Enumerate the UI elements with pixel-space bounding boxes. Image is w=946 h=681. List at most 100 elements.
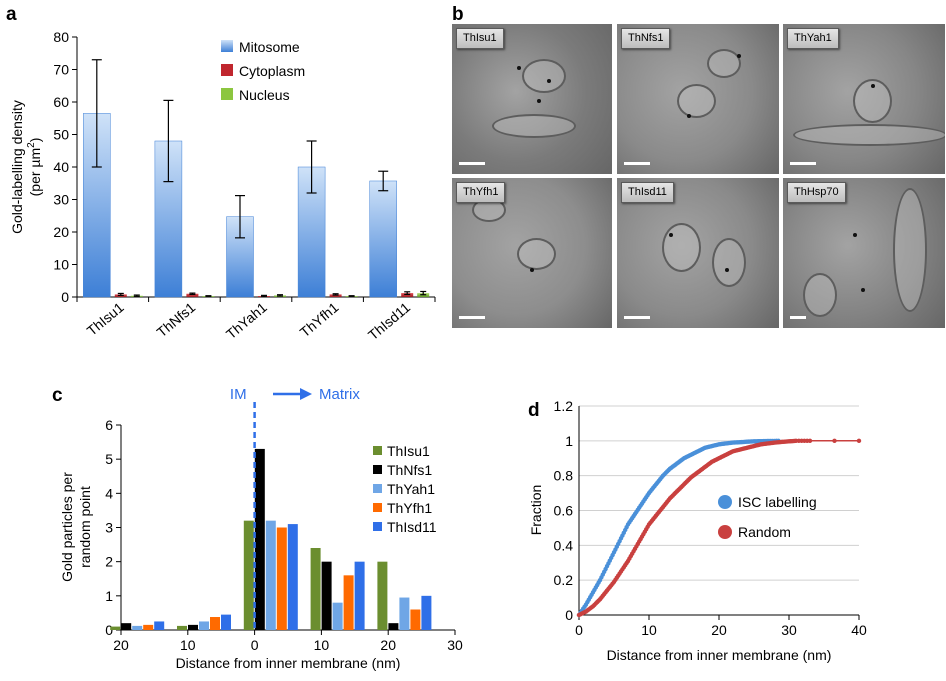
- x-axis-title: Distance from inner membrane (nm): [176, 655, 401, 671]
- gold-particle: [537, 99, 541, 103]
- bar-thisu1: [110, 626, 121, 630]
- micrograph-label: ThIsd11: [621, 182, 674, 203]
- x-tick-label: 30: [781, 622, 797, 638]
- x-tick-label: 20: [380, 637, 396, 653]
- series-line-random: [578, 440, 859, 616]
- bar-cytoplasm: [401, 293, 414, 297]
- x-axis-title: Distance from inner membrane (nm): [607, 647, 832, 663]
- x-tick-label: 30: [447, 637, 463, 653]
- organelle-shape: [803, 273, 837, 317]
- gold-particle: [530, 268, 534, 272]
- gold-particle: [737, 54, 741, 58]
- panel-letter-a: a: [6, 4, 17, 25]
- x-tick-label: 10: [641, 622, 657, 638]
- y-tick-label: 1.2: [554, 398, 574, 414]
- y-tick-label: 5: [105, 451, 113, 467]
- bar-thisd11: [221, 614, 231, 630]
- y-tick-label: 0: [105, 622, 113, 638]
- micrograph-label: ThYfh1: [456, 182, 506, 203]
- organelle-shape: [712, 238, 746, 287]
- bar-thyfh1: [143, 624, 154, 630]
- legend-label: ThYah1: [387, 481, 435, 497]
- bar-thisd11: [287, 524, 298, 630]
- y-tick-label: 50: [53, 127, 69, 143]
- gold-particle: [853, 233, 857, 237]
- legend-label: ThNfs1: [387, 462, 432, 478]
- bar-thisu1: [177, 625, 187, 630]
- y-axis-title: Fraction: [528, 485, 544, 536]
- x-tick-label: 10: [180, 637, 196, 653]
- y-tick-label: 0: [61, 289, 69, 305]
- y-tick-label: 1: [565, 433, 573, 449]
- micrograph-label: ThIsu1: [456, 28, 504, 49]
- y-axis-title-line2: random point: [77, 486, 93, 568]
- organelle-shape: [517, 238, 556, 270]
- x-tick-label: 20: [113, 637, 129, 653]
- y-axis-title-close: ): [27, 138, 43, 143]
- arrow-head: [300, 388, 312, 400]
- panel-d-chart: 0 0.2 0.4 0.6 0.8 1 1.2 0 10 20 30 40 Distance from …: [528, 398, 867, 663]
- y-tick-label: 0.6: [554, 503, 574, 519]
- legend-marker: [718, 495, 732, 509]
- micrograph-tile: ThNfs1: [617, 24, 779, 174]
- scale-bar: [624, 162, 650, 165]
- legend-label: Random: [738, 524, 791, 540]
- category-label: ThYah1: [223, 299, 270, 342]
- micrograph-tile: ThIsd11: [617, 178, 779, 328]
- gold-particle: [547, 79, 551, 83]
- bar-thnfs1: [188, 624, 198, 630]
- panel-c-chart: 0 1 2 3 4 5 6 20 10 0 10 20 30 IM Matrix Distance from …: [59, 386, 463, 671]
- data-point: [832, 438, 837, 444]
- bar-mitosome: [369, 180, 397, 298]
- panel-letter-d: d: [528, 400, 540, 421]
- micrograph-label: ThHsp70: [787, 182, 846, 203]
- annotation-matrix: Matrix: [319, 386, 360, 403]
- legend-swatch: [373, 446, 382, 455]
- legend-label: ThYfh1: [387, 500, 432, 516]
- y-tick-label: 80: [53, 29, 69, 45]
- legend-swatch: [373, 522, 382, 531]
- bar-thisu1: [310, 548, 321, 630]
- micrograph-tile: ThIsu1: [452, 24, 612, 174]
- legend-label: Cytoplasm: [239, 63, 305, 79]
- organelle-shape: [492, 114, 576, 138]
- bar-thisu1: [243, 520, 254, 630]
- scale-bar: [459, 316, 485, 319]
- annotation-im: IM: [230, 386, 247, 403]
- panel-a-chart: 0 10 20 30 40 50 60 70 80 ThIsu1 ThNfs1 ThYah1 ThYfh…: [9, 29, 436, 343]
- legend-swatch: [373, 484, 382, 493]
- legend-label: Nucleus: [239, 87, 290, 103]
- bar-thnfs1: [254, 448, 265, 630]
- y-tick-label: 0: [565, 607, 573, 623]
- y-axis-title-line1: Gold-labelling density: [9, 100, 25, 234]
- bar-thyfh1: [210, 617, 220, 630]
- gold-particle: [517, 66, 521, 70]
- legend-label: Mitosome: [239, 39, 300, 55]
- y-axis-title-line1: Gold particles per: [59, 472, 75, 582]
- x-tick-label: 40: [851, 622, 867, 638]
- micrograph-label: ThNfs1: [621, 28, 671, 49]
- organelle-shape: [522, 59, 566, 93]
- y-tick-label: 10: [53, 257, 69, 273]
- bar-thyfh1: [343, 575, 354, 630]
- bar-thnfs1: [321, 561, 332, 630]
- scale-bar: [790, 316, 806, 319]
- panel-letter-c: c: [52, 385, 63, 406]
- bar-cytoplasm: [186, 293, 199, 297]
- y-axis-title-sup: 2: [26, 142, 37, 148]
- x-tick-label: 20: [711, 622, 727, 638]
- gold-particle: [669, 233, 673, 237]
- gold-particle: [687, 114, 691, 118]
- y-axis-title-line2: (per µm2): [26, 138, 43, 197]
- micrograph-label: ThYah1: [787, 28, 839, 49]
- micrograph-tile: ThHsp70: [783, 178, 945, 328]
- organelle-shape: [793, 124, 945, 146]
- legend: Mitosome Cytoplasm Nucleus: [221, 39, 305, 103]
- category-label: ThNfs1: [153, 299, 198, 340]
- bar-thisd11: [154, 621, 165, 630]
- category-label: ThYfh1: [297, 299, 342, 340]
- y-axis-title: Gold-labelling density (per µm2): [9, 100, 43, 234]
- legend-swatch: [221, 64, 233, 76]
- category-label: ThIsu1: [84, 299, 127, 339]
